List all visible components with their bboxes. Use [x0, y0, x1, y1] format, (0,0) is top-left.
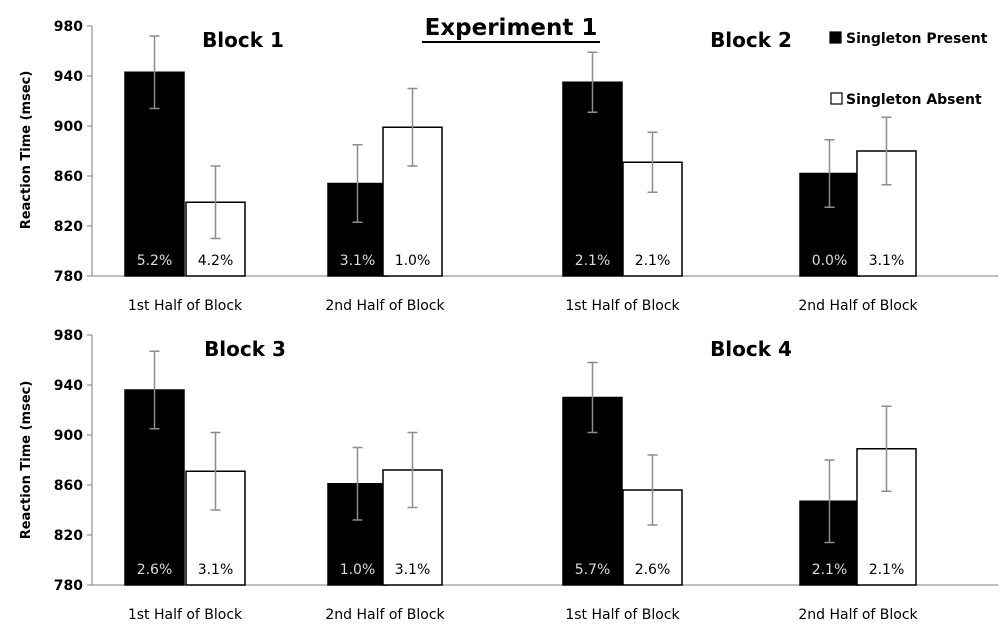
bar-error-rate-label: 3.1% [340, 253, 376, 269]
y-tick-label: 820 [54, 528, 83, 544]
bar-error-rate-label: 2.1% [812, 562, 848, 578]
legend-swatch-present [829, 31, 842, 44]
bar-error-rate-label: 2.6% [635, 562, 671, 578]
y-tick-label: 820 [54, 219, 83, 235]
y-tick-label: 980 [54, 328, 83, 344]
y-tick-label: 900 [54, 428, 83, 444]
bar-error-rate-label: 0.0% [812, 253, 848, 269]
legend: Singleton Present Singleton Absent [829, 31, 988, 108]
labels-layer: 1st Half of Block 2nd Half of Block 1st Ha… [128, 28, 919, 623]
bar-singleton-present [562, 81, 623, 277]
bar-error-rate-label: 2.1% [869, 562, 905, 578]
y-axis-label-bottom: Reaction Time (msec) [19, 381, 34, 540]
legend-swatch-absent [830, 92, 843, 105]
legend-label-absent: Singleton Absent [846, 92, 982, 108]
panel-title: Block 1 [202, 28, 284, 52]
bar-error-rate-label: 1.0% [340, 562, 376, 578]
y-axis-label-top: Reaction Time (msec) [19, 71, 34, 230]
x-category-label: 2nd Half of Block [325, 298, 445, 314]
x-category-label: 2nd Half of Block [325, 607, 445, 623]
legend-entry-present: Singleton Present [829, 31, 988, 47]
y-tick-label: 860 [54, 478, 83, 494]
x-category-label: 2nd Half of Block [798, 298, 918, 314]
bar-error-rate-label: 5.2% [137, 253, 173, 269]
panel-title: Block 3 [204, 337, 286, 361]
x-category-label: 1st Half of Block [128, 607, 243, 623]
y-tick-label: 900 [54, 119, 83, 135]
y-tick-label: 980 [54, 19, 83, 35]
x-category-label: 1st Half of Block [128, 298, 243, 314]
bar-error-rate-label: 4.2% [198, 253, 234, 269]
bar-error-rate-label: 2.1% [575, 253, 611, 269]
legend-label-present: Singleton Present [846, 31, 988, 47]
y-tick-label: 860 [54, 169, 83, 185]
panel-title: Block 2 [710, 28, 792, 52]
legend-entry-absent: Singleton Absent [830, 92, 982, 108]
bars-layer [124, 35, 917, 586]
bar-error-rate-label: 2.6% [137, 562, 173, 578]
bar-error-rate-label: 3.1% [395, 562, 431, 578]
panel-title: Block 4 [710, 337, 792, 361]
y-tick-label: 780 [54, 269, 83, 285]
bar-error-rate-label: 3.1% [198, 562, 234, 578]
bar-error-rate-label: 1.0% [395, 253, 431, 269]
y-tick-label: 780 [54, 578, 83, 594]
y-tick-label: 940 [54, 69, 83, 85]
bar-error-rate-label: 3.1% [869, 253, 905, 269]
x-category-label: 2nd Half of Block [798, 607, 918, 623]
bar-error-rate-label: 2.1% [635, 253, 671, 269]
x-category-label: 1st Half of Block [565, 607, 680, 623]
x-category-label: 1st Half of Block [565, 298, 680, 314]
bar-error-rate-label: 5.7% [575, 562, 611, 578]
chart-title: Experiment 1 [425, 15, 598, 41]
y-tick-label: 940 [54, 378, 83, 394]
